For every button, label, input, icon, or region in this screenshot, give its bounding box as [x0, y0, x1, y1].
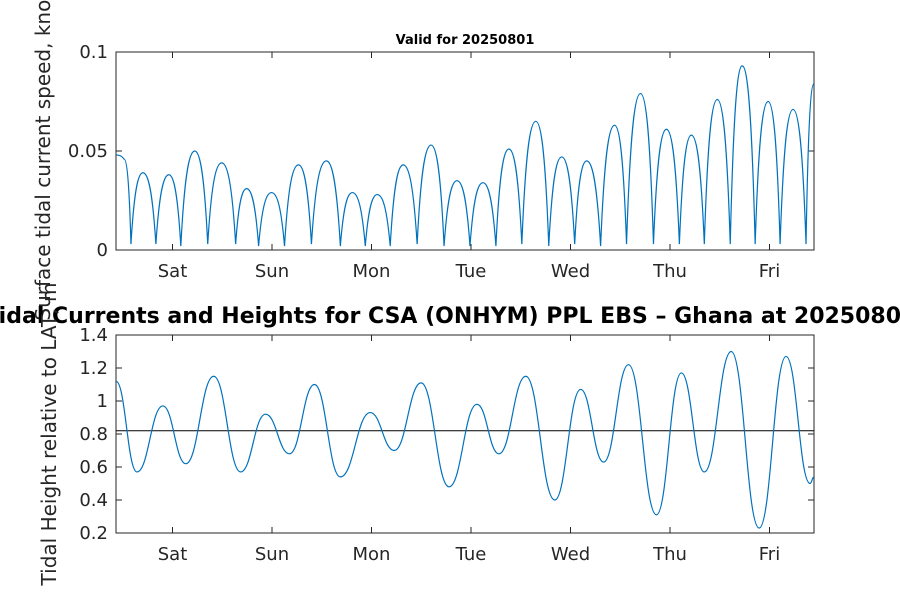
current-speed-xtick-label: Tue	[455, 261, 487, 282]
current-speed-y-axis-label: Surface tidal current speed, knots	[31, 0, 55, 321]
current-speed-series-line	[115, 65, 815, 247]
current-speed-xtick-label: Sat	[158, 261, 188, 282]
current-speed-ytick-label: 0	[97, 240, 108, 261]
tidal-height-xtick-label: Sat	[158, 544, 188, 565]
current-speed-xtick-label: Fri	[759, 261, 780, 282]
tidal-height-ytick-label: 0.6	[79, 457, 108, 478]
tidal-height-series-line	[115, 350, 815, 529]
current-speed-ytick-label: 0.1	[79, 42, 108, 63]
tidal-height-xtick-label: Fri	[759, 544, 780, 565]
main-title: Tidal Currents and Heights for CSA (ONHY…	[0, 304, 900, 329]
current-speed-xtick-label: Thu	[652, 261, 687, 282]
tidal-height-ytick-label: 0.2	[79, 523, 108, 544]
current-speed-ytick-label: 0.05	[68, 141, 108, 162]
tidal-height-ytick-label: 0.8	[79, 424, 108, 445]
current-speed-panel: Valid for 20250801 Surface tidal current…	[31, 0, 815, 321]
current-speed-plot-area	[115, 51, 815, 251]
current-speed-xtick-label: Wed	[551, 261, 590, 282]
tidal-height-ytick-label: 1	[97, 391, 108, 412]
tidal-height-xtick-label: Tue	[455, 544, 487, 565]
current-speed-xtick-label: Mon	[353, 261, 391, 282]
current-speed-xtick-label: Sun	[255, 261, 289, 282]
tidal-height-y-axis-label: Tidal Height relative to LAT, m	[37, 283, 61, 587]
current-speed-title: Valid for 20250801	[396, 33, 535, 48]
tidal-height-ytick-label: 1.4	[79, 325, 108, 346]
tidal-height-xtick-label: Mon	[353, 544, 391, 565]
tidal-height-panel: 0.2 0.4 0.6 0.8 1 1.2 1.4 Sat Sun Mon Tue Wed Thu Fri…	[0, 283, 900, 587]
tidal-height-xtick-label: Thu	[652, 544, 687, 565]
tidal-height-xtick-label: Wed	[551, 544, 590, 565]
tidal-height-ticks: 0.2 0.4 0.6 0.8 1 1.2 1.4 Sat Sun Mon Tue Wed Thu Fri	[79, 325, 814, 565]
tidal-height-ytick-label: 0.4	[79, 490, 108, 511]
tidal-height-ytick-label: 1.2	[79, 358, 108, 379]
current-speed-ticks: 0 0.05 0.1 Sat Sun Mon Tue Wed Thu Fri	[68, 42, 814, 282]
tidal-height-xtick-label: Sun	[255, 544, 289, 565]
